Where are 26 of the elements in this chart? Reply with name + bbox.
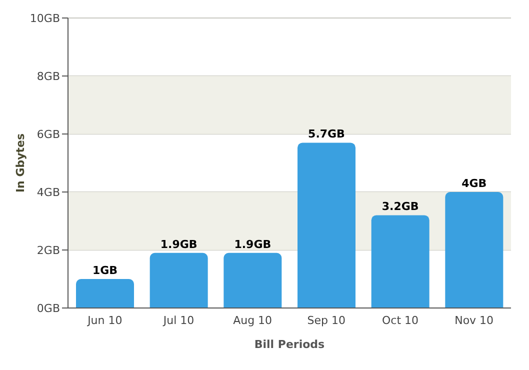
x-tick-label: Jul 10 (162, 314, 194, 327)
bar (150, 252, 208, 308)
x-tick-label: Jun 10 (86, 314, 122, 327)
bar (76, 279, 134, 308)
data-label: 3.2GB (382, 200, 419, 214)
x-tick-label: Nov 10 (454, 314, 494, 327)
y-tick-label: 2GB (36, 244, 60, 257)
data-label: 5.7GB (308, 128, 345, 141)
data-label: 4GB (462, 177, 487, 190)
x-tick-label: Sep 10 (307, 314, 346, 327)
y-tick-label: 6GB (36, 128, 60, 141)
y-axis-title: In Gbytes (14, 133, 27, 193)
x-tick-label: Oct 10 (382, 314, 419, 327)
y-tick-label: 10GB (30, 12, 60, 25)
bar (298, 142, 356, 308)
data-label: 1.9GB (160, 238, 198, 251)
bar (224, 252, 282, 308)
bar (371, 215, 430, 308)
x-tick-label: Aug 10 (233, 314, 272, 327)
y-tick-label: 0GB (36, 302, 60, 315)
y-tick-label: 4GB (36, 186, 60, 199)
y-tick-label: 8GB (36, 70, 60, 83)
data-label: 1GB (92, 264, 118, 277)
data-label: 1.9GB (234, 238, 272, 251)
bar (445, 192, 504, 308)
x-axis-title: Bill Periods (254, 338, 326, 351)
